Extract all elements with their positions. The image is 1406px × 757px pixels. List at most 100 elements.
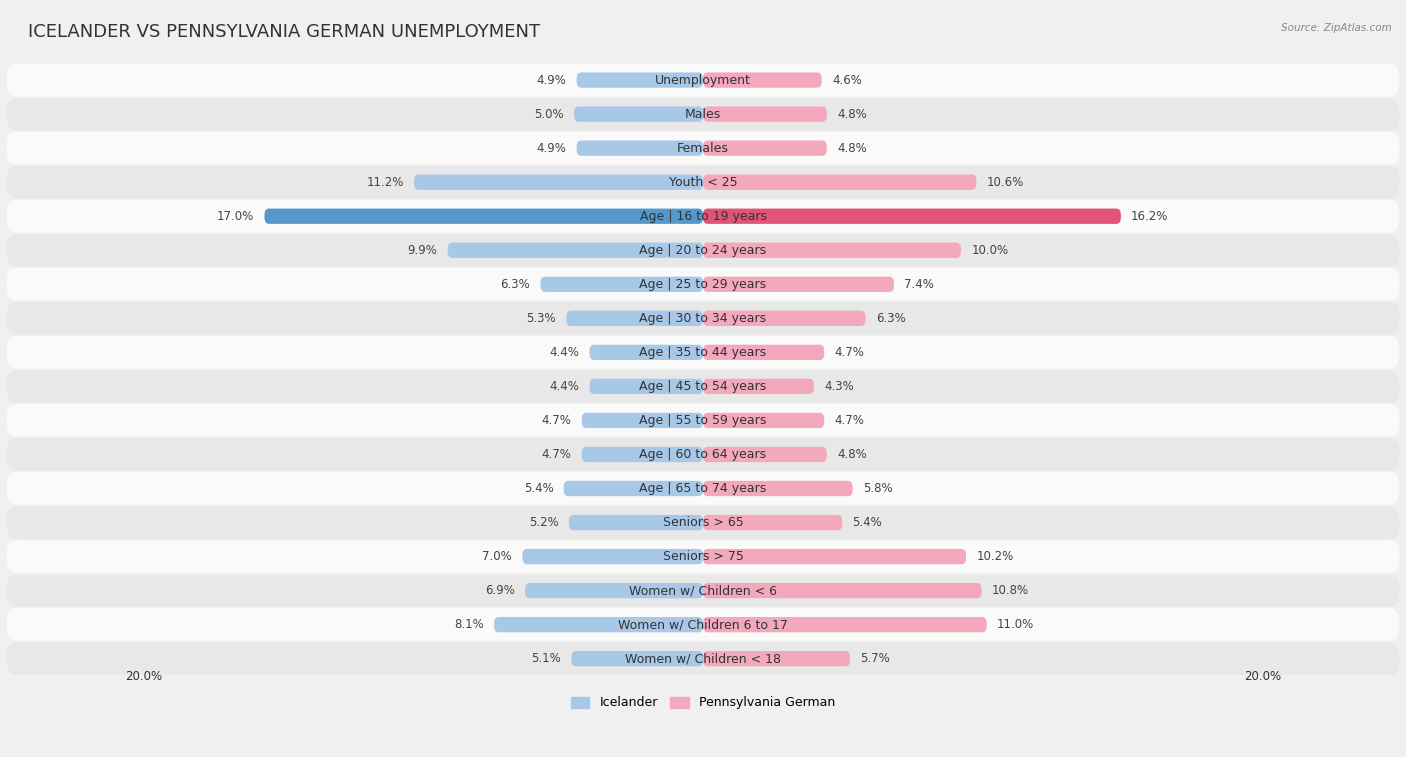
FancyBboxPatch shape: [576, 141, 703, 156]
FancyBboxPatch shape: [7, 234, 1399, 266]
Text: 11.0%: 11.0%: [997, 618, 1035, 631]
Text: 4.7%: 4.7%: [835, 414, 865, 427]
FancyBboxPatch shape: [703, 209, 1121, 224]
Text: 10.2%: 10.2%: [976, 550, 1014, 563]
FancyBboxPatch shape: [7, 132, 1399, 164]
Text: Youth < 25: Youth < 25: [669, 176, 737, 188]
Text: 4.7%: 4.7%: [541, 414, 571, 427]
Text: ICELANDER VS PENNSYLVANIA GERMAN UNEMPLOYMENT: ICELANDER VS PENNSYLVANIA GERMAN UNEMPLO…: [28, 23, 540, 41]
Text: Women w/ Children 6 to 17: Women w/ Children 6 to 17: [619, 618, 787, 631]
FancyBboxPatch shape: [582, 413, 703, 428]
FancyBboxPatch shape: [494, 617, 703, 632]
Text: 20.0%: 20.0%: [125, 670, 162, 683]
FancyBboxPatch shape: [7, 98, 1399, 130]
Text: 8.1%: 8.1%: [454, 618, 484, 631]
Text: 4.8%: 4.8%: [837, 448, 868, 461]
Text: 4.4%: 4.4%: [550, 380, 579, 393]
Text: 5.4%: 5.4%: [852, 516, 883, 529]
Text: Seniors > 75: Seniors > 75: [662, 550, 744, 563]
Text: Age | 60 to 64 years: Age | 60 to 64 years: [640, 448, 766, 461]
Text: 5.8%: 5.8%: [863, 482, 893, 495]
Text: Males: Males: [685, 107, 721, 120]
FancyBboxPatch shape: [447, 242, 703, 258]
FancyBboxPatch shape: [574, 107, 703, 122]
Text: 4.8%: 4.8%: [837, 142, 868, 154]
FancyBboxPatch shape: [7, 370, 1399, 403]
Text: Unemployment: Unemployment: [655, 73, 751, 86]
FancyBboxPatch shape: [703, 242, 960, 258]
Text: 4.7%: 4.7%: [835, 346, 865, 359]
Text: Age | 45 to 54 years: Age | 45 to 54 years: [640, 380, 766, 393]
FancyBboxPatch shape: [703, 276, 894, 292]
FancyBboxPatch shape: [7, 302, 1399, 335]
FancyBboxPatch shape: [703, 549, 966, 564]
FancyBboxPatch shape: [524, 583, 703, 598]
FancyBboxPatch shape: [703, 378, 814, 394]
Text: 4.8%: 4.8%: [837, 107, 868, 120]
FancyBboxPatch shape: [703, 447, 827, 462]
Text: 16.2%: 16.2%: [1132, 210, 1168, 223]
Text: 11.2%: 11.2%: [367, 176, 404, 188]
Text: 4.3%: 4.3%: [824, 380, 853, 393]
FancyBboxPatch shape: [264, 209, 703, 224]
FancyBboxPatch shape: [7, 643, 1399, 675]
FancyBboxPatch shape: [567, 310, 703, 326]
Text: Age | 65 to 74 years: Age | 65 to 74 years: [640, 482, 766, 495]
Text: Age | 20 to 24 years: Age | 20 to 24 years: [640, 244, 766, 257]
Text: 4.4%: 4.4%: [550, 346, 579, 359]
FancyBboxPatch shape: [703, 515, 842, 530]
FancyBboxPatch shape: [703, 73, 821, 88]
FancyBboxPatch shape: [576, 73, 703, 88]
Text: 4.9%: 4.9%: [537, 73, 567, 86]
FancyBboxPatch shape: [564, 481, 703, 496]
Text: Females: Females: [678, 142, 728, 154]
Text: Age | 16 to 19 years: Age | 16 to 19 years: [640, 210, 766, 223]
FancyBboxPatch shape: [7, 64, 1399, 96]
Text: Women w/ Children < 18: Women w/ Children < 18: [626, 653, 780, 665]
Text: 5.1%: 5.1%: [531, 653, 561, 665]
FancyBboxPatch shape: [703, 175, 976, 190]
FancyBboxPatch shape: [703, 310, 866, 326]
FancyBboxPatch shape: [7, 268, 1399, 301]
Text: 5.2%: 5.2%: [529, 516, 558, 529]
Text: 4.7%: 4.7%: [541, 448, 571, 461]
Text: 5.7%: 5.7%: [860, 653, 890, 665]
Text: 6.9%: 6.9%: [485, 584, 515, 597]
Text: Age | 25 to 29 years: Age | 25 to 29 years: [640, 278, 766, 291]
Text: 20.0%: 20.0%: [1244, 670, 1281, 683]
FancyBboxPatch shape: [7, 336, 1399, 369]
FancyBboxPatch shape: [7, 506, 1399, 539]
FancyBboxPatch shape: [571, 651, 703, 666]
Text: 7.0%: 7.0%: [482, 550, 512, 563]
FancyBboxPatch shape: [415, 175, 703, 190]
Text: 9.9%: 9.9%: [408, 244, 437, 257]
FancyBboxPatch shape: [7, 540, 1399, 573]
Text: Age | 30 to 34 years: Age | 30 to 34 years: [640, 312, 766, 325]
Text: 10.8%: 10.8%: [991, 584, 1029, 597]
FancyBboxPatch shape: [703, 107, 827, 122]
Text: 6.3%: 6.3%: [501, 278, 530, 291]
FancyBboxPatch shape: [589, 378, 703, 394]
Text: 10.0%: 10.0%: [972, 244, 1008, 257]
FancyBboxPatch shape: [7, 609, 1399, 641]
FancyBboxPatch shape: [7, 166, 1399, 198]
Text: 6.3%: 6.3%: [876, 312, 905, 325]
Text: Age | 55 to 59 years: Age | 55 to 59 years: [640, 414, 766, 427]
FancyBboxPatch shape: [7, 472, 1399, 505]
FancyBboxPatch shape: [523, 549, 703, 564]
Text: 7.4%: 7.4%: [904, 278, 934, 291]
Text: Age | 35 to 44 years: Age | 35 to 44 years: [640, 346, 766, 359]
Text: 5.0%: 5.0%: [534, 107, 564, 120]
FancyBboxPatch shape: [582, 447, 703, 462]
FancyBboxPatch shape: [7, 404, 1399, 437]
FancyBboxPatch shape: [7, 575, 1399, 607]
FancyBboxPatch shape: [589, 344, 703, 360]
Text: 5.4%: 5.4%: [523, 482, 554, 495]
FancyBboxPatch shape: [703, 617, 987, 632]
FancyBboxPatch shape: [7, 200, 1399, 232]
Text: 17.0%: 17.0%: [217, 210, 254, 223]
Legend: Icelander, Pennsylvania German: Icelander, Pennsylvania German: [565, 691, 841, 715]
FancyBboxPatch shape: [703, 141, 827, 156]
FancyBboxPatch shape: [703, 344, 824, 360]
Text: 10.6%: 10.6%: [987, 176, 1024, 188]
